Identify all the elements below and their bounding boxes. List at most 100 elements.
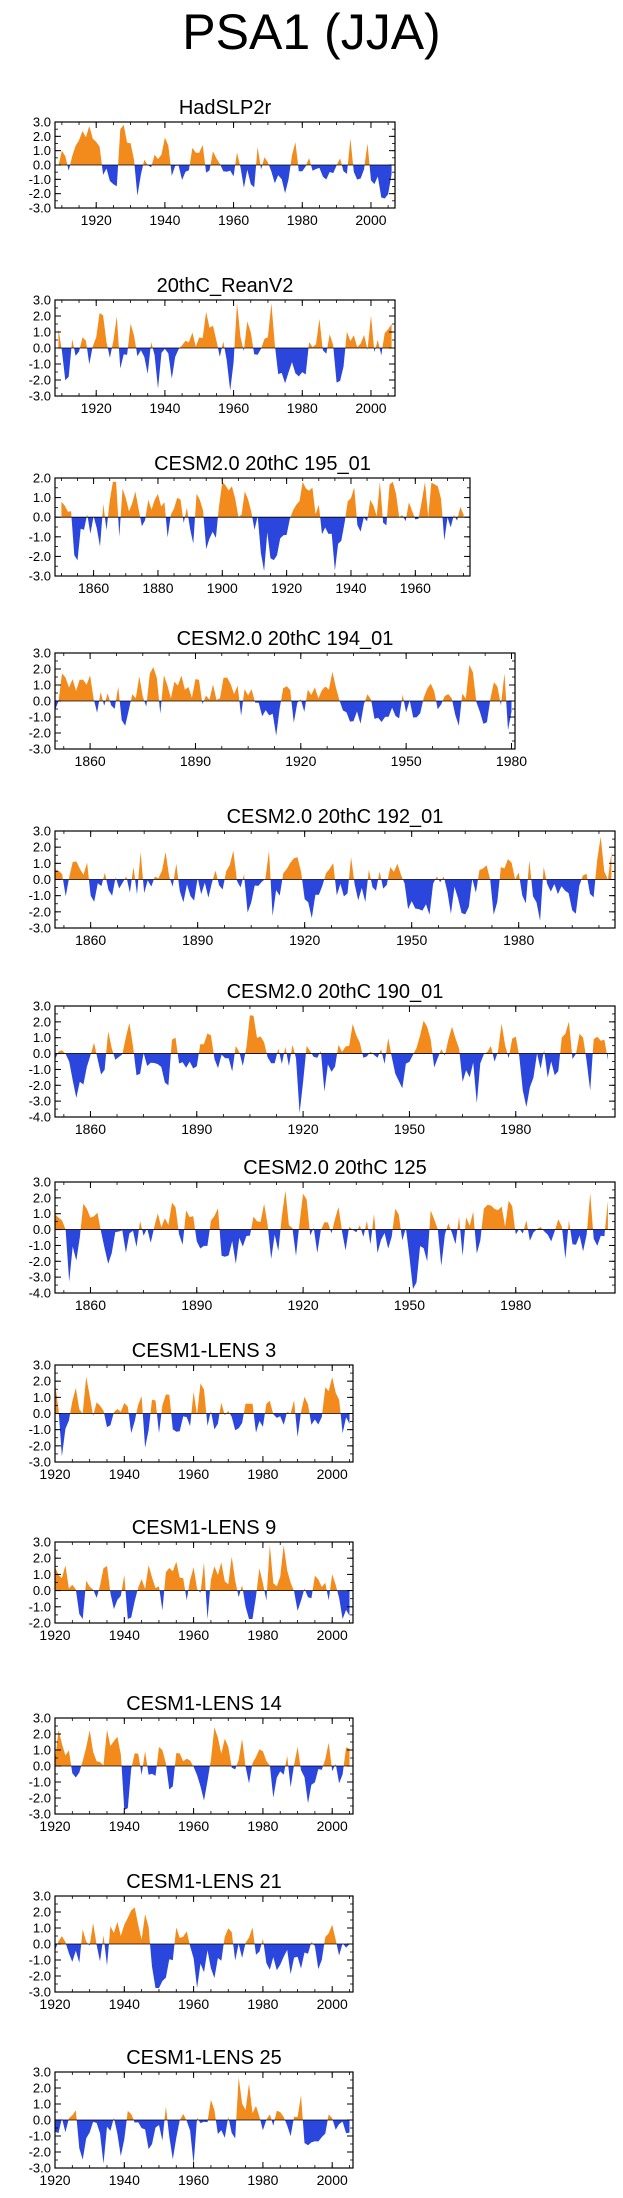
chart-title: CESM2.0 20thC 194_01	[177, 628, 394, 650]
positive-anomaly-area	[195, 493, 204, 518]
negative-anomaly-area	[264, 1590, 267, 1601]
y-tick-label: 3.0	[33, 115, 51, 130]
negative-anomaly-area	[220, 165, 236, 177]
negative-anomaly-area	[121, 1766, 132, 1810]
x-tick-label: 1920	[39, 1627, 70, 1643]
positive-anomaly-area	[236, 2077, 261, 2120]
x-tick-label: 1980	[247, 1627, 278, 1643]
positive-anomaly-area	[122, 1023, 134, 1054]
positive-anomaly-area	[334, 1763, 337, 1766]
positive-anomaly-area	[457, 1216, 461, 1230]
y-tick-label: 2.0	[33, 1551, 51, 1566]
y-tick-label: -2.0	[29, 904, 51, 919]
negative-anomaly-area	[71, 517, 87, 561]
y-tick-label: 0.0	[33, 694, 51, 709]
x-tick-label: 1980	[500, 1297, 531, 1313]
y-tick-label: 2.0	[33, 662, 51, 677]
negative-anomaly-area	[159, 701, 162, 714]
negative-anomaly-area	[353, 165, 365, 180]
positive-anomaly-area	[227, 2116, 229, 2120]
y-tick-label: 1.0	[33, 1567, 51, 1582]
x-tick-label: 1980	[503, 932, 534, 948]
y-tick-label: 0.0	[33, 1937, 51, 1952]
negative-anomaly-area	[295, 1413, 301, 1437]
negative-anomaly-area	[206, 1413, 211, 1426]
positive-anomaly-area	[113, 1403, 129, 1414]
positive-anomaly-area	[57, 1050, 66, 1054]
negative-anomaly-area	[167, 2120, 180, 2160]
positive-anomaly-area	[99, 692, 103, 701]
negative-anomaly-area	[293, 1590, 304, 1611]
negative-anomaly-area	[125, 1590, 138, 1619]
chart-title: CESM1-LENS 14	[126, 1693, 282, 1715]
negative-anomaly-area	[243, 348, 245, 352]
positive-anomaly-area	[146, 667, 160, 701]
positive-anomaly-area	[501, 673, 507, 701]
negative-anomaly-area	[189, 1944, 224, 1988]
negative-anomaly-area	[106, 879, 116, 896]
y-tick-label: -1.0	[29, 2129, 51, 2144]
negative-anomaly-area	[546, 879, 582, 914]
negative-anomaly-area	[92, 1413, 94, 1416]
negative-anomaly-area	[224, 348, 235, 391]
negative-anomaly-area	[266, 1053, 278, 1064]
positive-anomaly-area	[142, 1751, 148, 1766]
chart-title: CESM2.0 20thC 190_01	[227, 981, 444, 1003]
negative-anomaly-area	[606, 1053, 608, 1060]
positive-anomaly-area	[70, 1387, 83, 1414]
x-tick-label: 1980	[496, 753, 527, 769]
y-tick-label: 0.0	[33, 1406, 51, 1421]
positive-anomaly-area	[150, 342, 153, 348]
positive-anomaly-area	[191, 1391, 197, 1414]
positive-anomaly-area	[217, 481, 253, 518]
y-tick-label: 3.0	[33, 293, 51, 308]
negative-anomaly-area	[403, 517, 407, 522]
positive-anomaly-area	[137, 1565, 160, 1591]
y-tick-label: 1.0	[33, 1921, 51, 1936]
negative-anomaly-area	[76, 2120, 114, 2164]
y-tick-label: 2.0	[33, 309, 51, 324]
positive-anomaly-area	[605, 1201, 608, 1230]
positive-anomaly-area	[267, 1545, 294, 1591]
x-tick-label: 1940	[109, 1466, 140, 1482]
y-tick-label: -2.0	[29, 1254, 51, 1269]
positive-anomaly-area	[138, 1221, 143, 1230]
x-tick-label: 2000	[355, 400, 386, 416]
negative-anomaly-area	[332, 2120, 350, 2134]
positive-anomaly-area	[481, 1200, 516, 1230]
x-tick-label: 1980	[247, 1996, 278, 2012]
y-tick-label: 0.0	[33, 1759, 51, 1774]
negative-anomaly-area	[298, 165, 307, 172]
negative-anomaly-area	[375, 1229, 393, 1253]
positive-anomaly-area	[115, 686, 120, 701]
x-tick-label: 1920	[39, 1466, 70, 1482]
positive-anomaly-area	[245, 1015, 267, 1054]
positive-anomaly-area	[291, 1045, 295, 1054]
negative-anomaly-area	[213, 1053, 235, 1072]
x-tick-label: 1890	[181, 1297, 212, 1313]
positive-anomaly-area	[219, 1402, 225, 1414]
positive-anomaly-area	[595, 836, 608, 880]
x-tick-label: 1960	[178, 2172, 209, 2188]
negative-anomaly-area	[311, 1053, 320, 1058]
chart-title: CESM1-LENS 9	[132, 1517, 277, 1539]
positive-anomaly-area	[560, 1021, 572, 1054]
positive-anomaly-area	[312, 1227, 314, 1230]
negative-anomaly-area	[333, 348, 346, 383]
negative-anomaly-area	[147, 1766, 157, 1776]
x-tick-label: 1940	[149, 212, 180, 228]
negative-anomaly-area	[93, 1590, 99, 1598]
positive-anomaly-area	[170, 1037, 178, 1054]
y-tick-label: -2.0	[29, 1969, 51, 1984]
negative-anomaly-area	[171, 1413, 192, 1432]
positive-anomaly-area	[189, 145, 206, 165]
negative-anomaly-area	[337, 1590, 350, 1619]
negative-anomaly-area	[156, 1413, 162, 1434]
y-tick-label: -3.0	[29, 921, 51, 936]
negative-anomaly-area	[340, 1413, 350, 1434]
negative-anomaly-area	[257, 517, 291, 572]
positive-anomaly-area	[198, 1033, 214, 1054]
positive-anomaly-area	[240, 1585, 243, 1591]
x-tick-label: 1980	[287, 212, 318, 228]
positive-anomaly-area	[85, 1580, 94, 1591]
